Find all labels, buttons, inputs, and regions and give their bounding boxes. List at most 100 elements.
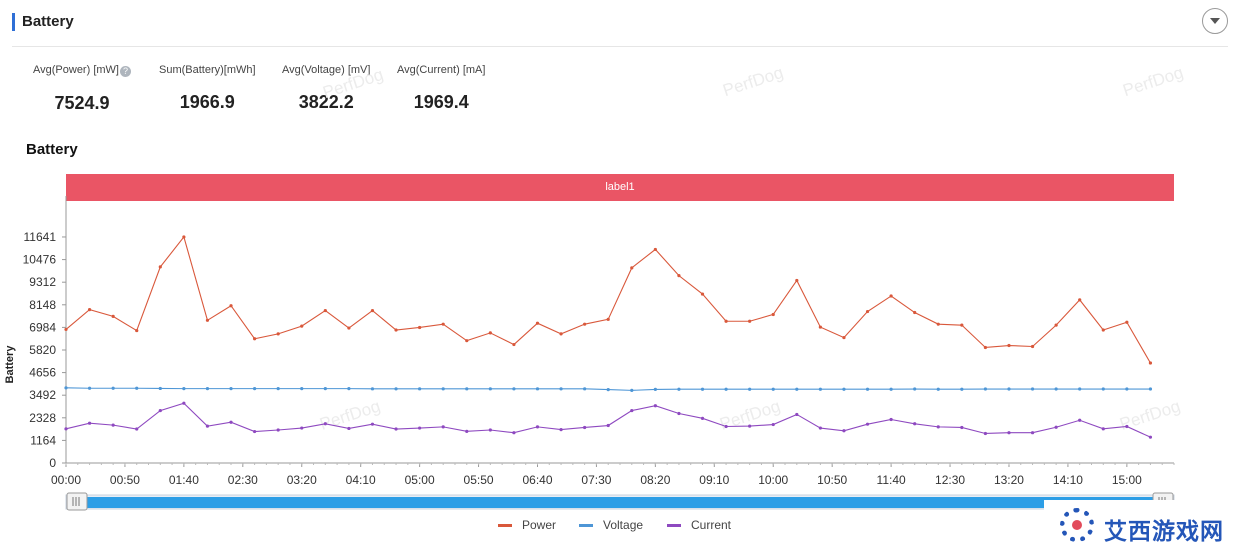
data-point-current[interactable] (535, 425, 540, 429)
data-point-current[interactable] (205, 424, 210, 428)
data-point-voltage[interactable] (229, 387, 233, 391)
data-point-power[interactable] (135, 328, 139, 333)
data-point-current[interactable] (182, 401, 186, 405)
data-point-power[interactable] (1148, 361, 1153, 365)
data-point-current[interactable] (441, 425, 445, 429)
data-point-power[interactable] (512, 342, 516, 347)
data-point-voltage[interactable] (653, 387, 657, 392)
data-point-voltage[interactable] (205, 387, 210, 391)
zoom-slider-left-handle[interactable] (66, 492, 88, 511)
data-point-power[interactable] (1007, 343, 1011, 348)
data-point-power[interactable] (535, 321, 540, 325)
data-point-voltage[interactable] (347, 387, 351, 391)
data-point-current[interactable] (653, 404, 657, 408)
data-point-current[interactable] (323, 422, 327, 426)
collapse-button[interactable] (1202, 8, 1228, 34)
data-point-current[interactable] (559, 428, 563, 432)
data-point-voltage[interactable] (936, 387, 940, 391)
data-point-voltage[interactable] (512, 387, 516, 391)
data-point-power[interactable] (64, 327, 68, 332)
data-point-power[interactable] (559, 332, 563, 336)
data-point-power[interactable] (960, 323, 964, 327)
data-point-voltage[interactable] (1007, 387, 1011, 391)
data-point-voltage[interactable] (323, 387, 327, 391)
data-point-voltage[interactable] (795, 387, 799, 391)
data-point-voltage[interactable] (87, 386, 92, 390)
data-point-current[interactable] (795, 412, 799, 417)
legend-item-current[interactable]: Current (667, 518, 731, 532)
data-point-voltage[interactable] (252, 387, 257, 391)
data-point-power[interactable] (394, 328, 398, 332)
data-point-current[interactable] (771, 422, 775, 427)
data-point-power[interactable] (913, 310, 917, 315)
data-point-voltage[interactable] (1101, 387, 1105, 391)
data-point-voltage[interactable] (630, 388, 634, 392)
data-point-power[interactable] (748, 319, 752, 323)
data-point-power[interactable] (724, 319, 728, 323)
legend-item-power[interactable]: Power (498, 518, 556, 532)
data-point-current[interactable] (700, 416, 705, 420)
data-point-voltage[interactable] (1125, 387, 1129, 391)
data-point-current[interactable] (465, 429, 469, 433)
data-point-current[interactable] (370, 422, 375, 426)
data-point-power[interactable] (677, 274, 681, 278)
data-point-power[interactable] (818, 325, 822, 329)
data-point-voltage[interactable] (1030, 387, 1035, 391)
data-point-power[interactable] (229, 304, 233, 308)
data-point-current[interactable] (818, 426, 822, 430)
data-point-voltage[interactable] (677, 387, 681, 391)
data-point-voltage[interactable] (488, 387, 492, 391)
legend-item-voltage[interactable]: Voltage (579, 518, 643, 532)
data-point-power[interactable] (889, 294, 893, 298)
data-point-current[interactable] (1078, 418, 1082, 422)
data-point-voltage[interactable] (583, 387, 587, 391)
data-point-current[interactable] (1148, 435, 1153, 439)
data-point-voltage[interactable] (818, 387, 822, 391)
data-point-current[interactable] (488, 428, 492, 432)
data-point-current[interactable] (1054, 425, 1058, 429)
data-point-voltage[interactable] (865, 387, 870, 391)
data-point-voltage[interactable] (64, 386, 68, 390)
data-point-voltage[interactable] (1078, 387, 1082, 391)
data-point-voltage[interactable] (158, 386, 162, 391)
data-point-current[interactable] (1007, 431, 1011, 435)
data-point-current[interactable] (276, 428, 280, 432)
data-point-current[interactable] (983, 431, 988, 436)
data-point-current[interactable] (936, 425, 940, 429)
data-point-voltage[interactable] (913, 387, 917, 391)
data-point-current[interactable] (418, 426, 422, 430)
data-point-power[interactable] (87, 308, 92, 312)
data-point-power[interactable] (795, 278, 799, 283)
data-point-current[interactable] (865, 422, 870, 426)
data-point-current[interactable] (889, 417, 893, 422)
data-point-current[interactable] (913, 422, 917, 426)
data-point-current[interactable] (583, 425, 587, 430)
data-point-current[interactable] (229, 420, 233, 424)
data-point-current[interactable] (394, 427, 398, 431)
data-point-voltage[interactable] (276, 387, 280, 391)
data-point-voltage[interactable] (842, 387, 846, 391)
data-point-voltage[interactable] (394, 387, 398, 391)
data-point-power[interactable] (465, 339, 469, 343)
data-point-power[interactable] (842, 335, 846, 340)
data-point-power[interactable] (771, 312, 775, 317)
data-point-power[interactable] (441, 322, 445, 326)
data-point-voltage[interactable] (1148, 387, 1153, 391)
data-point-power[interactable] (323, 308, 327, 313)
data-point-voltage[interactable] (889, 387, 893, 391)
data-point-power[interactable] (1101, 328, 1105, 332)
data-point-current[interactable] (1125, 424, 1129, 429)
data-point-power[interactable] (300, 324, 304, 328)
data-point-current[interactable] (87, 421, 92, 425)
data-point-power[interactable] (865, 309, 870, 314)
data-point-current[interactable] (158, 408, 162, 413)
data-point-power[interactable] (111, 314, 115, 319)
data-point-power[interactable] (700, 292, 705, 296)
data-point-current[interactable] (960, 425, 964, 430)
data-point-power[interactable] (1078, 298, 1082, 302)
data-point-power[interactable] (182, 235, 186, 239)
data-point-current[interactable] (724, 424, 728, 429)
data-point-current[interactable] (252, 429, 257, 434)
data-point-current[interactable] (1101, 427, 1105, 431)
data-point-current[interactable] (630, 408, 634, 413)
